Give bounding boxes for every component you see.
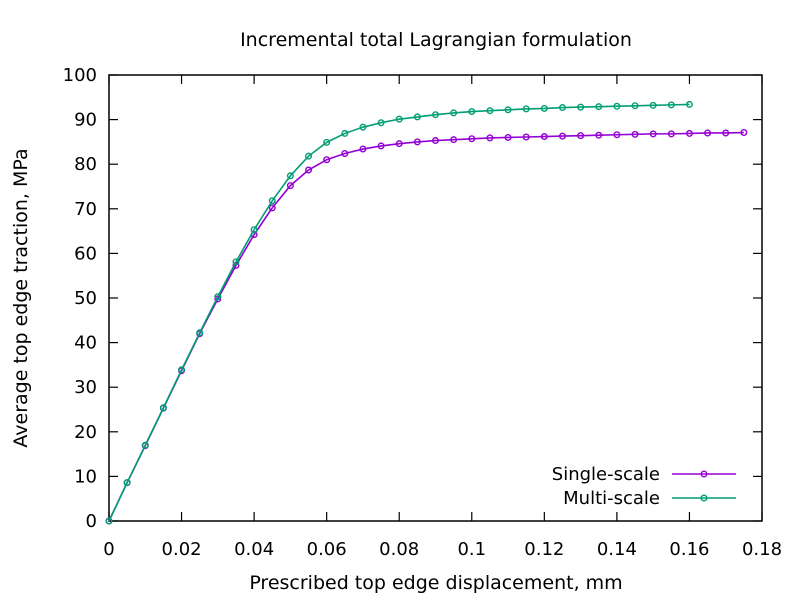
data-point	[286, 182, 294, 190]
data-point	[305, 152, 313, 160]
data-point	[504, 106, 512, 114]
data-point	[558, 104, 566, 112]
series-line	[108, 103, 690, 522]
data-point	[413, 138, 421, 146]
data-point	[649, 130, 657, 138]
data-point	[395, 115, 403, 123]
x-axis-label: Prescribed top edge displacement, mm	[249, 572, 622, 594]
x-tick-label: 0.1	[457, 539, 486, 560]
data-point	[232, 258, 240, 266]
y-tick-label: 50	[74, 288, 97, 309]
y-axis-label: Average top edge traction, MPa	[10, 148, 32, 447]
data-point	[577, 103, 585, 111]
series-layer	[105, 100, 748, 525]
data-point	[268, 204, 276, 212]
y-tick-label: 90	[74, 110, 97, 131]
data-point	[522, 105, 530, 113]
x-tick-label: 0.06	[307, 539, 347, 560]
data-point	[631, 130, 639, 138]
data-point	[595, 131, 603, 139]
data-point	[450, 109, 458, 117]
data-point	[704, 129, 712, 137]
data-point	[595, 103, 603, 111]
y-tick-label: 100	[63, 65, 97, 86]
x-tick-label: 0.12	[524, 539, 564, 560]
legend-swatch-marker	[700, 470, 708, 478]
x-tick-label: 0.04	[234, 539, 274, 560]
data-point	[722, 129, 730, 137]
data-point	[540, 104, 548, 112]
data-point	[667, 130, 675, 138]
data-point	[685, 129, 693, 137]
x-tick-label: 0	[103, 539, 114, 560]
data-point	[613, 102, 621, 110]
data-point	[685, 100, 693, 108]
data-point	[577, 132, 585, 140]
data-point	[667, 101, 675, 109]
y-tick-label: 0	[86, 511, 97, 532]
x-tick-label: 0.02	[162, 539, 202, 560]
data-point	[468, 108, 476, 116]
data-point	[214, 293, 222, 301]
data-point	[395, 140, 403, 148]
data-point	[740, 129, 748, 137]
chart-title: Incremental total Lagrangian formulation	[240, 29, 632, 51]
x-tick-label: 0.14	[597, 539, 637, 560]
legend-label: Single-scale	[552, 464, 660, 485]
legend-item: Multi-scale	[563, 488, 736, 509]
data-point	[649, 101, 657, 109]
data-point	[305, 166, 313, 174]
data-point	[268, 197, 276, 205]
x-tick-label: 0.18	[742, 539, 782, 560]
data-point	[540, 133, 548, 141]
data-point	[377, 142, 385, 150]
data-point	[613, 131, 621, 139]
data-point	[486, 134, 494, 142]
plot-frame	[108, 74, 763, 522]
data-point	[196, 329, 204, 337]
data-point	[486, 107, 494, 115]
data-point	[413, 113, 421, 121]
data-point	[377, 119, 385, 127]
legend-swatch-marker	[700, 494, 708, 502]
data-point	[159, 404, 167, 412]
data-point	[178, 366, 186, 374]
data-point	[450, 136, 458, 144]
data-point	[432, 111, 440, 119]
series-multi-scale	[105, 100, 693, 525]
y-tick-label: 70	[74, 199, 97, 220]
data-point	[141, 441, 149, 449]
series-line	[108, 131, 744, 522]
y-tick-label: 20	[74, 422, 97, 443]
y-tick-label: 80	[74, 154, 97, 175]
x-tick-label: 0.08	[379, 539, 419, 560]
data-point	[432, 137, 440, 145]
data-point	[341, 149, 349, 157]
y-tick-label: 60	[74, 243, 97, 264]
y-axis-ticks: 0 10 20 30 40 50 60 70 80 90 100	[63, 65, 762, 532]
data-point	[123, 479, 131, 487]
data-point	[359, 145, 367, 153]
data-point	[631, 102, 639, 110]
data-point	[286, 172, 294, 180]
legend: Single-scale Multi-scale	[552, 464, 736, 509]
data-point	[105, 517, 113, 525]
data-point	[341, 129, 349, 137]
legend-item: Single-scale	[552, 464, 736, 485]
data-point	[323, 156, 331, 164]
data-point	[504, 133, 512, 141]
data-point	[468, 135, 476, 143]
x-axis-ticks: 0 0.02 0.04 0.06 0.08 0.1 0.12 0.14 0.16 0.18	[103, 75, 782, 560]
y-tick-label: 30	[74, 377, 97, 398]
y-tick-label: 10	[74, 466, 97, 487]
data-point	[359, 123, 367, 131]
data-point	[522, 133, 530, 141]
data-point	[558, 132, 566, 140]
y-tick-label: 40	[74, 333, 97, 354]
x-tick-label: 0.16	[669, 539, 709, 560]
data-point	[323, 138, 331, 146]
data-point	[250, 226, 258, 234]
legend-label: Multi-scale	[563, 488, 660, 509]
